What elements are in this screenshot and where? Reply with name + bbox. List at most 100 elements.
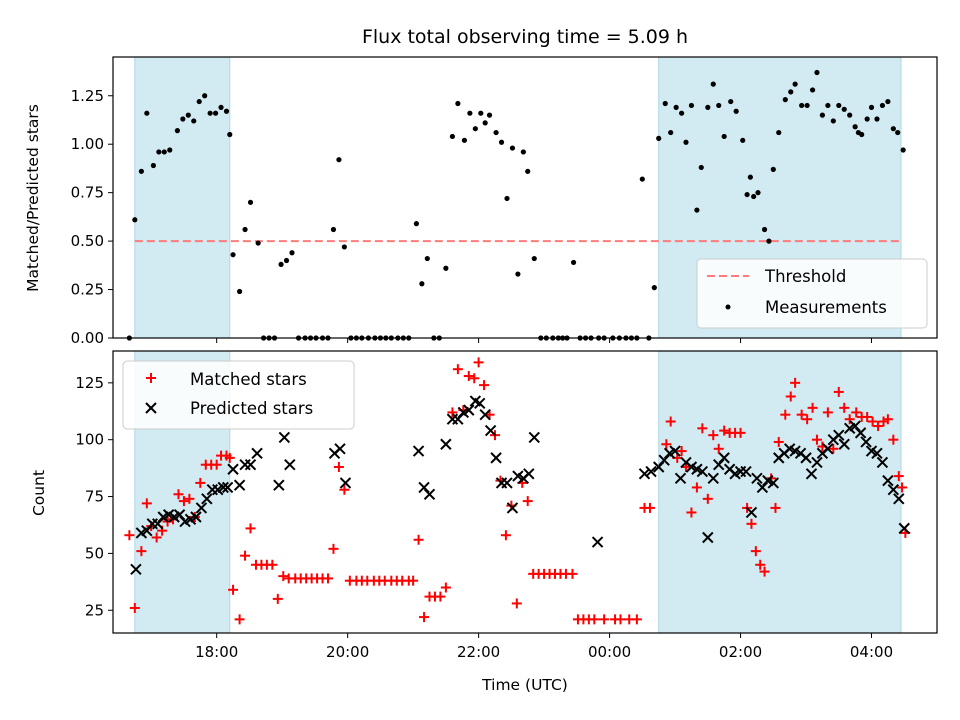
predicted-stars-point [190, 511, 202, 523]
measurement-point [679, 110, 685, 116]
matched-legend-swatch [146, 373, 156, 383]
measurement-point [424, 255, 430, 262]
measurement-point [788, 89, 794, 95]
predicted-stars-point [696, 465, 709, 478]
measurement-point [237, 288, 243, 295]
x-tick-label: 00:00 [588, 643, 631, 661]
matched-stars-point [447, 407, 458, 418]
y-tick-label: 100 [75, 431, 104, 449]
matched-stars-point [862, 411, 873, 422]
matched-stars-point [129, 602, 140, 613]
measurement-point [864, 116, 870, 122]
measurement-point [144, 110, 150, 116]
predicted-stars-point [528, 431, 540, 444]
measurement-point [570, 259, 577, 266]
measurement-point [278, 261, 284, 267]
measurement-point [218, 104, 224, 110]
predicted-stars-point [674, 472, 687, 485]
measurement-point [683, 139, 689, 145]
matched-stars-point [141, 498, 152, 509]
measurement-point [227, 131, 233, 138]
matched-stars-point [897, 482, 908, 493]
measurement-point [668, 129, 674, 136]
measurement-point [744, 191, 750, 198]
matched-stars-point [211, 459, 222, 470]
matched-stars-point [770, 502, 781, 513]
matched-stars-point [661, 439, 672, 450]
measurement-point [449, 133, 456, 140]
measurement-point [525, 168, 531, 174]
matched-stars-point [839, 402, 850, 413]
predicted-stars-point [707, 472, 719, 485]
measurement-point [673, 104, 679, 110]
y-tick-label: 0.50 [71, 232, 104, 250]
predicted-stars-point [898, 522, 910, 535]
measurement-point [196, 98, 202, 105]
measurements-legend-label: Measurements [765, 298, 887, 317]
measurement-point [705, 104, 711, 110]
predicted-stars-point [638, 468, 651, 480]
predicted-stars-point [854, 427, 867, 439]
x-tick-label: 04:00 [850, 643, 893, 661]
matched-stars-point [746, 518, 757, 529]
measurement-point [698, 164, 704, 171]
predicted-stars-point [440, 438, 452, 450]
predicted-stars-point [273, 479, 285, 491]
matched-stars-point [888, 434, 899, 445]
matched-legend-label: Matched stars [190, 370, 307, 389]
threshold-legend-label: Threshold [764, 267, 846, 286]
measurement-point [868, 104, 875, 110]
matched-stars-point [796, 409, 807, 420]
measurement-point [167, 147, 173, 153]
measurement-point [230, 252, 236, 258]
predicted-stars-point [838, 438, 850, 450]
measurement-point [341, 244, 347, 250]
measurement-point [247, 199, 254, 205]
matched-stars-point [323, 573, 334, 584]
predicted-stars-point [501, 477, 513, 489]
bottom-x-ticks: 18:00 20:00 22:00 00:00 02:00 04:00 [195, 633, 893, 661]
measurement-point [761, 226, 768, 233]
measurement-point [751, 193, 757, 200]
measurement-point [770, 166, 776, 172]
measurement-point [132, 217, 138, 223]
matched-stars-point [195, 477, 206, 488]
predicted-stars-point [490, 452, 502, 464]
predicted-stars-point [882, 474, 894, 487]
measurement-point [890, 126, 896, 132]
measurement-point [455, 100, 461, 107]
measurement-point [662, 100, 668, 107]
predicted-stars-point [412, 445, 425, 457]
matched-stars-point [419, 612, 430, 623]
measurement-point [531, 255, 537, 262]
predicted-stars-point [484, 424, 497, 437]
matched-stars-point [184, 493, 195, 504]
matched-stars-point [676, 446, 687, 457]
matched-stars-point [828, 443, 839, 454]
matched-stars-point [773, 436, 784, 447]
matched-stars-point [644, 502, 655, 513]
top-y-axis-label: Matched/Predicted stars [24, 104, 42, 292]
matched-stars-point [702, 493, 713, 504]
matched-stars-point [615, 614, 626, 625]
predicted-stars-point [217, 481, 229, 494]
measurement-point [283, 257, 290, 264]
matched-stars-point [833, 386, 844, 397]
matched-stars-point [713, 443, 724, 454]
matched-stars-point [691, 482, 702, 493]
predicted-stars-point [334, 443, 346, 455]
y-tick-label: 0.75 [71, 184, 104, 202]
measurement-point [728, 98, 734, 105]
measurement-point [755, 190, 761, 196]
predicted-stars-point [860, 436, 872, 448]
measurement-point [694, 207, 700, 213]
y-tick-label: 25 [85, 601, 104, 619]
measurement-point [443, 265, 449, 271]
predicted-stars-point [800, 452, 812, 464]
measurement-point [799, 102, 805, 109]
measurement-point [336, 157, 342, 163]
matched-stars-point [272, 593, 283, 604]
measurement-point [766, 238, 772, 244]
measurement-point [150, 162, 156, 169]
matched-stars-point [708, 430, 719, 441]
